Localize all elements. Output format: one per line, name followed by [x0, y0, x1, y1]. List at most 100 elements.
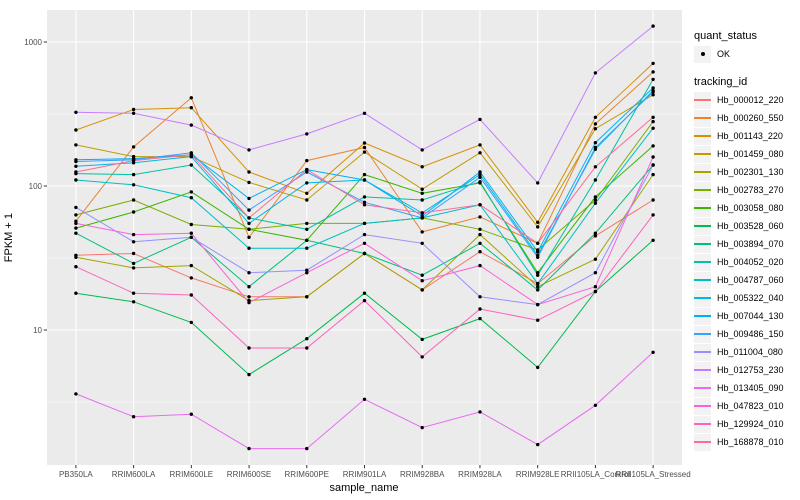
data-point [536, 225, 540, 229]
data-point [593, 231, 598, 235]
data-point [305, 132, 309, 136]
data-point [536, 273, 540, 277]
data-point [651, 350, 655, 354]
data-point [305, 158, 309, 163]
data-point [651, 126, 655, 130]
data-point [247, 246, 251, 250]
data-point [593, 198, 598, 202]
data-point [478, 203, 482, 207]
legend-spacer [694, 63, 800, 76]
data-point [593, 234, 598, 238]
data-point [189, 222, 193, 227]
data-point [74, 213, 78, 217]
data-point [131, 266, 136, 270]
data-point [651, 144, 655, 148]
data-point [420, 187, 424, 191]
data-point [305, 337, 309, 341]
data-point [247, 216, 251, 220]
data-point [478, 263, 482, 268]
data-point [247, 148, 251, 152]
x-tick-label: RRIM928BA [399, 470, 445, 479]
data-point [593, 271, 598, 275]
y-tick-label: 100 [28, 181, 42, 191]
legend-key [694, 289, 711, 307]
data-point [247, 346, 251, 350]
data-point [478, 410, 482, 414]
data-point [362, 221, 367, 226]
legend-item-label: Hb_047823_010 [717, 401, 784, 411]
data-point [536, 365, 540, 370]
data-point [247, 446, 251, 451]
data-point [131, 232, 136, 237]
data-point [593, 115, 598, 120]
data-point [362, 178, 367, 182]
legend-item-Hb_004052_020: Hb_004052_020 [694, 253, 800, 271]
data-point [478, 143, 482, 147]
data-point [651, 90, 655, 94]
legend-item-label: Hb_011004_080 [717, 347, 783, 357]
legend-line-swatch-icon [694, 333, 711, 335]
legend-line-swatch-icon [694, 315, 711, 317]
legend-item-Hb_168878_010: Hb_168878_010 [694, 433, 800, 451]
data-point [74, 291, 78, 295]
data-point [362, 397, 367, 401]
data-point [478, 215, 482, 219]
legend-item-label: Hb_129924_010 [717, 419, 784, 429]
data-point [131, 291, 136, 295]
data-point [651, 115, 655, 120]
x-tick-label: RRIM928LA [458, 470, 502, 479]
data-point [420, 165, 424, 169]
legend-key [694, 307, 711, 325]
data-point [478, 117, 482, 122]
data-point [478, 227, 482, 231]
data-point [362, 150, 367, 154]
data-point [593, 257, 598, 261]
legend-item-Hb_012753_230: Hb_012753_230 [694, 361, 800, 379]
data-point [305, 227, 309, 231]
data-point [305, 221, 309, 226]
data-point [305, 246, 309, 250]
legend-key [694, 181, 711, 199]
data-point [536, 250, 540, 254]
legend-item-Hb_001143_220: Hb_001143_220 [694, 127, 800, 145]
data-point [131, 300, 136, 304]
data-point [189, 106, 193, 110]
legend-title-quant-status: quant_status [694, 30, 757, 42]
data-point [593, 141, 598, 145]
data-point [420, 273, 424, 277]
legend-key [694, 163, 711, 181]
data-point [74, 205, 78, 210]
data-point [131, 145, 136, 149]
data-point [74, 159, 78, 164]
data-point [536, 302, 540, 307]
data-point [478, 172, 482, 177]
data-point [420, 191, 424, 195]
x-tick-label: RRIM928LE [515, 470, 560, 479]
legend-item-label: Hb_001143_220 [717, 131, 783, 141]
data-point [131, 111, 136, 116]
legend-line-swatch-icon [694, 135, 711, 137]
data-point [189, 320, 193, 325]
data-point [651, 238, 655, 242]
data-point [478, 316, 482, 321]
data-point [593, 122, 598, 126]
legend-item-label: Hb_001459_080 [717, 149, 784, 159]
legend-line-swatch-icon [694, 243, 711, 245]
data-point [189, 263, 193, 268]
data-point [362, 200, 367, 204]
x-tick-label: RRIM901LA [342, 470, 387, 479]
data-point [478, 232, 482, 237]
data-point [247, 196, 251, 201]
legend-key [694, 91, 711, 109]
data-point [74, 164, 78, 168]
data-point [420, 288, 424, 292]
legend-item-Hb_003528_060: Hb_003528_060 [694, 217, 800, 235]
data-point [74, 110, 78, 115]
legend-item-Hb_003894_070: Hb_003894_070 [694, 235, 800, 253]
data-point [478, 180, 482, 184]
data-point [362, 141, 367, 145]
legend-item-label: Hb_013405_090 [717, 383, 784, 393]
data-point [74, 265, 78, 269]
